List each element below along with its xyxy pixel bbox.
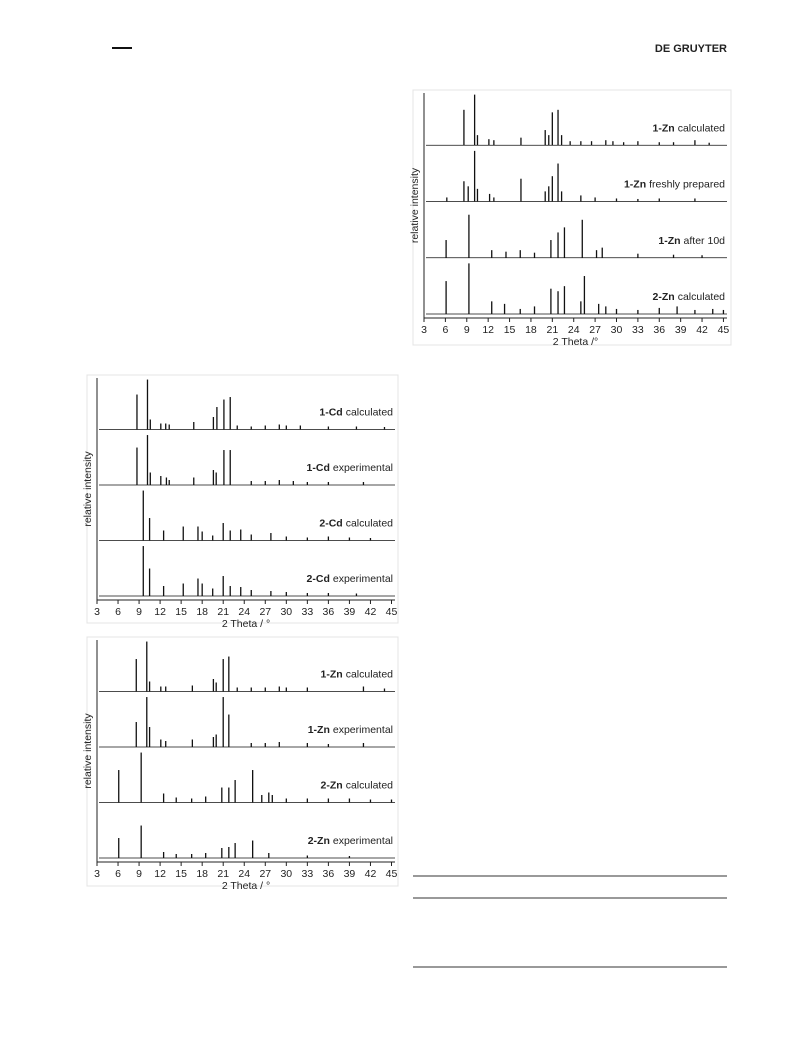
chart: 3 6 9 12 15 18 21 24 27 30 33 36 39 42 452 Theta / °re…	[82, 378, 397, 630]
x-tick-label: 45	[386, 606, 398, 618]
y-axis-label: relative intensity	[82, 451, 94, 527]
x-tick-label: 18	[196, 868, 208, 880]
series-label: 1-Zn after 10d	[658, 235, 725, 247]
x-tick-label: 27	[259, 606, 271, 618]
series-name: experimental	[333, 462, 393, 474]
x-tick-label: 9	[136, 868, 142, 880]
series-compound: 1-Cd	[307, 462, 330, 474]
x-tick-label: 39	[344, 868, 356, 880]
x-tick-label: 33	[302, 606, 314, 618]
x-tick-label: 42	[365, 868, 377, 880]
x-tick-label: 6	[442, 324, 448, 336]
series-label: 2-Zn experimental	[308, 835, 393, 847]
x-tick-label: 27	[259, 868, 271, 880]
series-name: calculated	[346, 518, 393, 530]
figure-frame	[86, 636, 399, 887]
series-label: 1-Zn calculated	[321, 669, 394, 681]
series-compound: 1-Zn	[624, 179, 646, 191]
x-tick-label: 36	[653, 324, 665, 336]
x-tick-label: 3	[421, 324, 427, 336]
x-tick-label: 21	[217, 606, 229, 618]
x-tick-label: 36	[323, 868, 335, 880]
x-tick-label: 12	[154, 868, 166, 880]
series-name: calculated	[678, 122, 725, 134]
series-compound: 2-Cd	[319, 518, 342, 530]
series-label: 1-Zn experimental	[308, 724, 393, 736]
x-tick-label: 18	[196, 606, 208, 618]
series-name: experimental	[333, 835, 393, 847]
x-tick-label: 3	[94, 606, 100, 618]
series-name: calculated	[346, 407, 393, 419]
x-tick-label: 15	[175, 868, 187, 880]
publisher: DE GRUYTER	[655, 43, 727, 55]
series-label: 1-Zn freshly prepared	[624, 179, 725, 191]
x-tick-label: 12	[482, 324, 494, 336]
series-compound: 1-Cd	[319, 407, 342, 419]
series-compound: 2-Zn	[308, 835, 330, 847]
series-label: 2-Cd experimental	[307, 573, 393, 585]
x-tick-label: 3	[94, 868, 100, 880]
x-tick-label: 15	[504, 324, 516, 336]
x-tick-label: 42	[365, 606, 377, 618]
x-tick-label: 39	[675, 324, 687, 336]
series-compound: 1-Zn	[321, 669, 343, 681]
figure-frame	[86, 374, 399, 624]
series-name: after 10d	[684, 235, 726, 247]
x-tick-label: 9	[464, 324, 470, 336]
x-tick-label: 30	[280, 868, 292, 880]
x-tick-label: 6	[115, 606, 121, 618]
x-axis-label: 2 Theta /°	[553, 336, 598, 348]
series-name: experimental	[333, 573, 393, 585]
series-compound: 2-Cd	[307, 573, 330, 585]
series-name: calculated	[346, 780, 393, 792]
series-label: 2-Zn calculated	[321, 780, 394, 792]
series-label: 1-Cd experimental	[307, 462, 393, 474]
x-tick-label: 45	[386, 868, 398, 880]
x-tick-label: 39	[344, 606, 356, 618]
x-axis-label: 2 Theta / °	[222, 618, 270, 630]
x-tick-label: 21	[546, 324, 558, 336]
x-tick-label: 30	[611, 324, 623, 336]
x-tick-label: 45	[718, 324, 730, 336]
x-tick-label: 15	[175, 606, 187, 618]
series-compound: 1-Zn	[658, 235, 680, 247]
series-compound: 1-Zn	[653, 122, 675, 134]
x-tick-label: 9	[136, 606, 142, 618]
x-tick-label: 24	[238, 868, 250, 880]
x-tick-label: 33	[302, 868, 314, 880]
y-axis-label: relative intensity	[409, 167, 421, 243]
series-name: experimental	[333, 724, 393, 736]
series-compound: 1-Zn	[308, 724, 330, 736]
x-tick-label: 42	[696, 324, 708, 336]
figure-frame	[412, 89, 732, 346]
x-tick-label: 6	[115, 868, 121, 880]
x-tick-label: 21	[217, 868, 229, 880]
x-tick-label: 33	[632, 324, 644, 336]
series-label: 2-Zn calculated	[653, 291, 726, 303]
x-tick-label: 36	[323, 606, 335, 618]
series-name: calculated	[346, 669, 393, 681]
series-label: 1-Zn calculated	[653, 122, 726, 134]
series-label: 2-Cd calculated	[319, 518, 393, 530]
x-tick-label: 12	[154, 606, 166, 618]
series-label: 1-Cd calculated	[319, 407, 393, 419]
chart: 3 6 9 12 15 18 21 24 27 30 33 36 39 42 452 Theta / °re…	[82, 640, 397, 892]
x-tick-label: 18	[525, 324, 537, 336]
x-tick-label: 24	[238, 606, 250, 618]
series-name: freshly prepared	[649, 179, 725, 191]
y-axis-label: relative intensity	[82, 713, 94, 789]
x-tick-label: 24	[568, 324, 580, 336]
x-axis-label: 2 Theta / °	[222, 880, 270, 892]
x-tick-label: 30	[280, 606, 292, 618]
series-compound: 2-Zn	[653, 291, 675, 303]
series-name: calculated	[678, 291, 725, 303]
chart: 3 6 9 12 15 18 21 24 27 30 33 36 39 42 452 Theta /°rel…	[409, 93, 729, 348]
x-tick-label: 27	[589, 324, 601, 336]
series-compound: 2-Zn	[321, 780, 343, 792]
